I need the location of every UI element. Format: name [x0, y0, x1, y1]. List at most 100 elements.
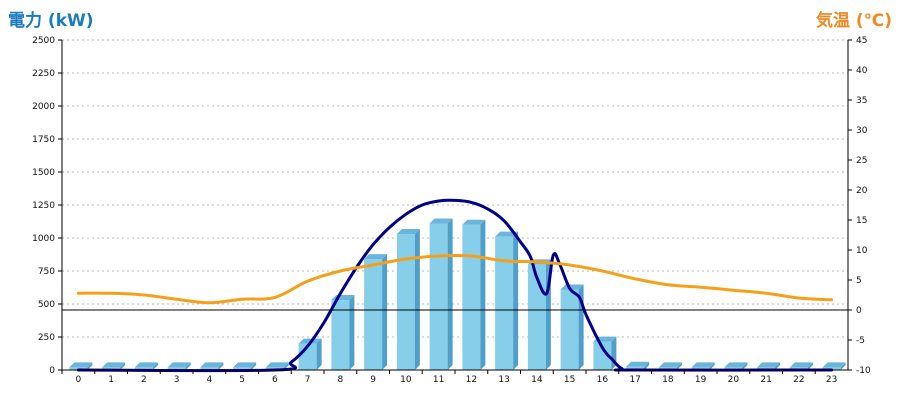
bar-side [316, 338, 322, 370]
bar-side [120, 362, 126, 370]
bar-front [331, 300, 350, 370]
bar-side [447, 218, 453, 370]
bar-side [775, 362, 781, 370]
right-tick-label: 0 [856, 306, 862, 316]
bar-side [480, 219, 486, 370]
right-tick-label: 45 [856, 36, 867, 46]
bar-side [218, 362, 224, 370]
right-tick-label: 35 [856, 96, 867, 106]
x-tick-label: 12 [466, 375, 477, 385]
left-tick-label: 2500 [32, 36, 55, 46]
bar-8 [331, 295, 355, 370]
x-tick-label: 21 [760, 375, 771, 385]
left-tick-label: 1500 [32, 168, 55, 178]
right-tick-label: 20 [856, 186, 868, 196]
power-bars [69, 218, 846, 370]
x-tick-label: 18 [662, 375, 674, 385]
right-tick-label: 15 [856, 216, 867, 226]
bar-top [265, 362, 289, 368]
bar-front [560, 289, 579, 370]
bar-front [200, 367, 219, 370]
x-tick-label: 1 [108, 375, 114, 385]
left-tick-label: 750 [38, 267, 55, 277]
bar-side [742, 362, 748, 370]
left-tick-label: 1000 [32, 234, 55, 244]
left-tick-label: 500 [38, 300, 55, 310]
bar-top [560, 284, 584, 290]
right-axis-title: 気温 (℃) [815, 11, 892, 31]
right-tick-label: -5 [856, 336, 865, 346]
left-tick-label: 0 [49, 366, 55, 376]
right-tick-label: 10 [856, 246, 868, 256]
bar-side [644, 361, 650, 370]
bar-front [429, 223, 448, 370]
bar-front [462, 224, 481, 370]
tick-labels: 02505007501000125015001750200022502500-1… [32, 36, 871, 385]
right-tick-label: 5 [856, 276, 862, 286]
left-tick-label: 1250 [32, 201, 55, 211]
bar-5 [233, 362, 257, 370]
x-tick-label: 14 [531, 375, 543, 385]
bar-2 [134, 362, 158, 370]
bar-side [807, 362, 813, 370]
bar-top [789, 362, 813, 368]
bar-14 [527, 259, 551, 370]
bar-top [757, 362, 781, 368]
bar-13 [495, 231, 519, 370]
bar-17 [626, 361, 650, 370]
bar-side [676, 362, 682, 370]
bar-front [495, 236, 514, 370]
bar-side [152, 362, 158, 370]
bar-side [382, 254, 388, 370]
right-tick-label: 25 [856, 156, 867, 166]
bar-top [724, 362, 748, 368]
bar-front [626, 366, 645, 370]
x-tick-label: 13 [498, 375, 509, 385]
x-tick-label: 16 [597, 375, 609, 385]
bar-9 [364, 254, 388, 370]
bar-front [396, 234, 415, 370]
bar-top [626, 361, 650, 367]
axes [58, 39, 852, 374]
bar-12 [462, 219, 486, 370]
bar-front [593, 341, 612, 370]
left-tick-label: 2250 [32, 69, 55, 79]
x-tick-label: 5 [239, 375, 245, 385]
x-tick-label: 11 [433, 375, 444, 385]
bar-side [185, 362, 191, 370]
bar-side [251, 362, 257, 370]
bar-top [822, 362, 846, 368]
x-tick-label: 4 [207, 375, 213, 385]
bar-top [69, 362, 93, 368]
x-tick-label: 0 [76, 375, 82, 385]
right-tick-label: 40 [856, 66, 868, 76]
bar-front [233, 367, 252, 370]
bar-4 [200, 362, 224, 370]
bar-top [396, 229, 420, 235]
right-tick-label: 30 [856, 126, 868, 136]
bar-side [513, 231, 519, 370]
left-axis-title: 電力 (kW) [8, 11, 94, 31]
x-tick-label: 10 [400, 375, 412, 385]
bar-top [134, 362, 158, 368]
bar-16 [593, 336, 617, 370]
right-tick-label: -10 [856, 366, 871, 376]
bar-front [134, 367, 153, 370]
bar-top [167, 362, 191, 368]
left-tick-label: 2000 [32, 102, 55, 112]
bar-top [364, 254, 388, 260]
x-tick-label: 15 [564, 375, 575, 385]
x-tick-label: 19 [695, 375, 707, 385]
bar-side [349, 295, 355, 370]
bar-10 [396, 229, 420, 370]
bar-top [233, 362, 257, 368]
x-tick-label: 8 [338, 375, 344, 385]
x-tick-label: 9 [370, 375, 376, 385]
left-tick-label: 1750 [32, 135, 55, 145]
power-line [76, 198, 834, 373]
x-tick-label: 7 [305, 375, 311, 385]
bar-front [364, 259, 383, 370]
bar-top [658, 362, 682, 368]
x-tick-label: 20 [728, 375, 740, 385]
bar-side [414, 229, 420, 370]
